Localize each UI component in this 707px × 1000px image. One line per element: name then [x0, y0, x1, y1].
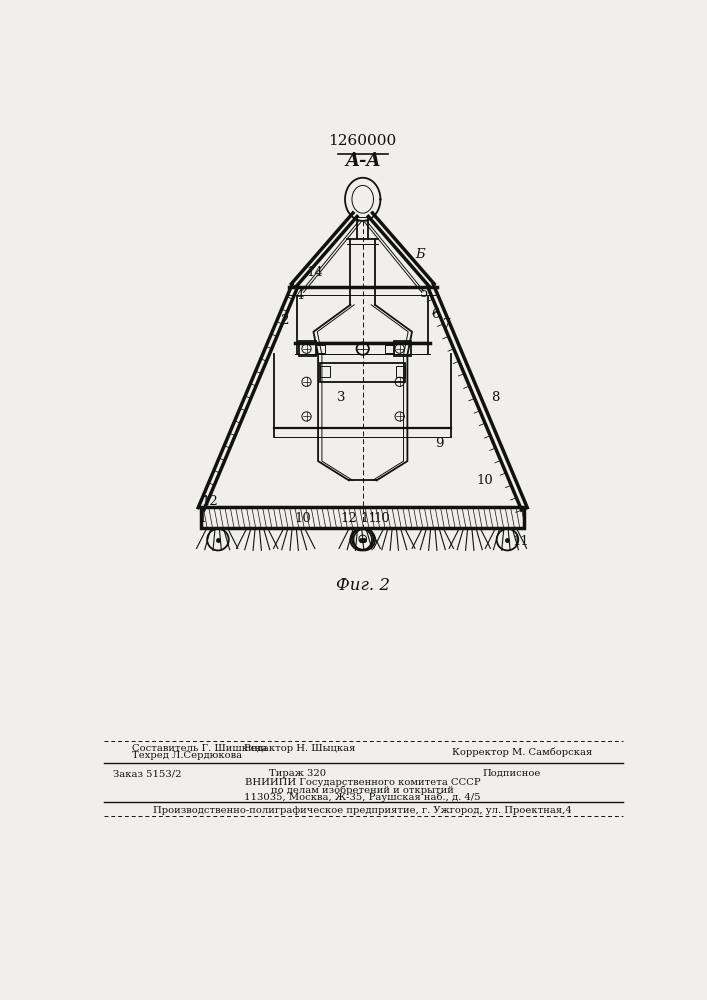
Text: 3: 3 [337, 391, 346, 404]
Text: Производственно-полиграфическое предприятие, г. Ужгород, ул. Проектная,4: Производственно-полиграфическое предприя… [153, 806, 572, 815]
Text: Редактор Н. Шыцкая: Редактор Н. Шыцкая [244, 744, 356, 753]
Text: 5: 5 [420, 287, 428, 300]
Text: 10: 10 [294, 512, 311, 525]
Text: Б: Б [415, 248, 425, 261]
Bar [395, 341, 411, 356]
Text: 2: 2 [280, 314, 288, 327]
Text: 8: 8 [491, 391, 499, 404]
Text: Техред Л.Сердюкова: Техред Л.Сердюкова [132, 751, 243, 760]
Text: 6: 6 [431, 308, 440, 321]
Text: Тираж 320: Тираж 320 [269, 769, 327, 778]
Bar [320, 363, 405, 382]
Text: 113035, Москва, Ж-35, Раушская наб., д. 4/5: 113035, Москва, Ж-35, Раушская наб., д. … [245, 793, 481, 802]
Text: Фиг. 2: Фиг. 2 [336, 577, 390, 594]
Bar [299, 341, 316, 356]
Text: 7: 7 [443, 318, 452, 331]
Text: 10: 10 [476, 474, 493, 487]
Bar [320, 366, 329, 377]
Text: 12: 12 [202, 495, 218, 508]
Text: 14: 14 [307, 266, 323, 279]
Text: 4: 4 [296, 289, 304, 302]
Bar [396, 366, 405, 377]
Text: 9: 9 [436, 437, 444, 450]
Text: 1: 1 [199, 512, 206, 525]
Text: ВНИИПИ Государственного комитета СССР: ВНИИПИ Государственного комитета СССР [245, 778, 481, 787]
Text: 11: 11 [512, 535, 529, 548]
Text: по делам изобретений и открытий: по делам изобретений и открытий [271, 785, 454, 795]
Text: 1260000: 1260000 [329, 134, 397, 148]
Text: 10: 10 [373, 512, 390, 525]
Text: 12: 12 [341, 512, 357, 525]
Bar [385, 345, 395, 353]
Text: 11: 11 [361, 512, 378, 525]
Bar [201, 507, 525, 528]
Text: A-A: A-A [345, 152, 380, 170]
Text: Корректор М. Самборская: Корректор М. Самборская [452, 748, 592, 757]
Bar [316, 345, 325, 353]
Text: Заказ 5153/2: Заказ 5153/2 [113, 769, 182, 778]
Text: Подписное: Подписное [483, 769, 542, 778]
Text: Составитель Г. Шишкина: Составитель Г. Шишкина [132, 744, 268, 753]
